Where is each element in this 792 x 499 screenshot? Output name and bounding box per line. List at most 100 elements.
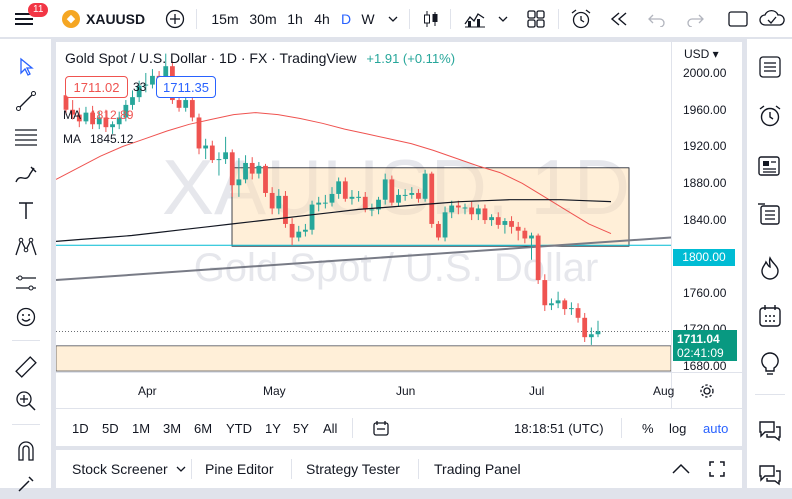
- interval-30m[interactable]: 30m: [249, 11, 277, 27]
- buy-price-button[interactable]: 1711.35: [156, 76, 216, 98]
- range-1d[interactable]: 1D: [72, 420, 89, 436]
- lock-drawings-tool[interactable]: [10, 467, 42, 499]
- chevron-down-icon: [176, 466, 186, 472]
- alarm-clock-icon: [759, 105, 781, 127]
- chats-button[interactable]: [755, 415, 785, 445]
- undo-button[interactable]: [644, 0, 670, 38]
- trend-line: [56, 236, 672, 282]
- candle: [515, 226, 521, 231]
- trend-line-tool[interactable]: [10, 85, 42, 117]
- alarm-clock-icon: [571, 9, 591, 29]
- calendar-button[interactable]: [755, 301, 785, 331]
- layouts-button[interactable]: [524, 0, 548, 38]
- cloud-save-button[interactable]: [758, 0, 792, 38]
- interval-15m[interactable]: 15m: [211, 11, 239, 27]
- candle: [369, 209, 375, 211]
- ruler-tool[interactable]: [10, 351, 42, 383]
- interval-dropdown[interactable]: [384, 0, 402, 38]
- interval-4h[interactable]: 4h: [314, 11, 330, 27]
- date-range-button[interactable]: [372, 409, 390, 447]
- tab-pine-editor[interactable]: Pine Editor: [205, 461, 274, 477]
- time-tick: Aug: [653, 384, 675, 398]
- chart-type-button[interactable]: [418, 0, 444, 38]
- cursor-arrow-icon: [20, 57, 34, 76]
- brush-icon: [15, 166, 37, 183]
- notification-badge: 11: [28, 3, 49, 17]
- range-3m[interactable]: 3M: [163, 420, 182, 436]
- range-ytd[interactable]: YTD: [226, 420, 252, 436]
- alerts-panel-button[interactable]: [755, 101, 785, 131]
- tab-stock-screener[interactable]: Stock Screener: [72, 450, 186, 488]
- interval-d[interactable]: D: [340, 11, 352, 27]
- moving-average-line: [56, 199, 612, 242]
- divider: [191, 459, 192, 479]
- timezone-clock[interactable]: 18:18:51 (UTC): [514, 420, 604, 436]
- price-chart[interactable]: XAUUSD, 1D Gold Spot / U.S. Dollar: [56, 42, 742, 408]
- candle: [90, 112, 95, 125]
- currency-selector[interactable]: USD ▾: [684, 47, 719, 61]
- fib-tool[interactable]: [10, 121, 42, 153]
- interval-1h[interactable]: 1h: [287, 11, 303, 27]
- range-all[interactable]: All: [323, 420, 338, 436]
- price-tick: 1760.00: [683, 286, 727, 300]
- log-scale-toggle[interactable]: log: [669, 420, 687, 436]
- spread-value: 33: [133, 80, 147, 94]
- indicators-dropdown[interactable]: [494, 0, 512, 38]
- tab-trading-panel[interactable]: Trading Panel: [434, 461, 521, 477]
- help-button[interactable]: [755, 459, 785, 489]
- fullscreen-window-button[interactable]: [726, 0, 750, 38]
- candle: [263, 165, 268, 193]
- candle: [469, 207, 475, 215]
- candle: [123, 104, 129, 118]
- ideas-button[interactable]: [755, 349, 785, 379]
- pattern-tool[interactable]: [10, 231, 42, 263]
- object-tree-button[interactable]: [755, 199, 785, 229]
- auto-scale-toggle[interactable]: auto: [703, 420, 729, 436]
- percent-scale-toggle[interactable]: %: [642, 420, 654, 436]
- range-6m[interactable]: 6M: [194, 420, 213, 436]
- symbol-search[interactable]: ◆ XAUUSD: [62, 0, 162, 38]
- lightbulb-icon: [761, 352, 779, 375]
- maximize-panel-button[interactable]: [708, 450, 726, 488]
- gold-coin-icon: ◆: [62, 10, 80, 28]
- candle: [396, 194, 401, 203]
- chevron-down-icon: [498, 16, 508, 22]
- indicators-icon: [464, 13, 485, 28]
- indicators-button[interactable]: [462, 0, 488, 38]
- hotlists-button[interactable]: [755, 253, 785, 283]
- range-1y[interactable]: 1Y: [265, 420, 281, 436]
- candle: [103, 117, 109, 128]
- chat-bubbles-icon: [759, 465, 781, 486]
- brush-tool[interactable]: [10, 159, 42, 191]
- magnet-tool[interactable]: [10, 435, 42, 467]
- tab-strategy-tester[interactable]: Strategy Tester: [306, 461, 400, 477]
- watchlist-button[interactable]: [755, 52, 785, 82]
- sell-price-button[interactable]: 1711.02: [65, 76, 128, 98]
- range-5d[interactable]: 5D: [102, 420, 119, 436]
- candle: [136, 85, 142, 98]
- widget-bar: [746, 39, 792, 488]
- measure-projection-tool[interactable]: [10, 267, 42, 299]
- text-tool[interactable]: [10, 195, 42, 227]
- chart-settings-button[interactable]: [699, 383, 715, 404]
- cursor-tool[interactable]: [10, 51, 42, 83]
- menu-button[interactable]: 11: [8, 0, 49, 38]
- tab-label: Stock Screener: [72, 461, 168, 477]
- compare-add-button[interactable]: [164, 0, 186, 38]
- redo-button[interactable]: [682, 0, 708, 38]
- alert-button[interactable]: [568, 0, 594, 38]
- range-5y[interactable]: 5Y: [293, 420, 309, 436]
- news-button[interactable]: [755, 151, 785, 181]
- candle: [482, 208, 488, 221]
- divider: [755, 394, 785, 395]
- range-1m[interactable]: 1M: [132, 420, 151, 436]
- candle: [449, 205, 455, 213]
- zoom-tool[interactable]: [10, 385, 42, 417]
- collapse-panel-button[interactable]: [671, 450, 691, 488]
- emoji-tool[interactable]: [10, 301, 42, 333]
- chevron-up-icon: [672, 463, 690, 474]
- replay-button[interactable]: [606, 0, 632, 38]
- candle: [582, 317, 588, 338]
- candle: [475, 208, 481, 215]
- interval-w[interactable]: W: [361, 11, 375, 27]
